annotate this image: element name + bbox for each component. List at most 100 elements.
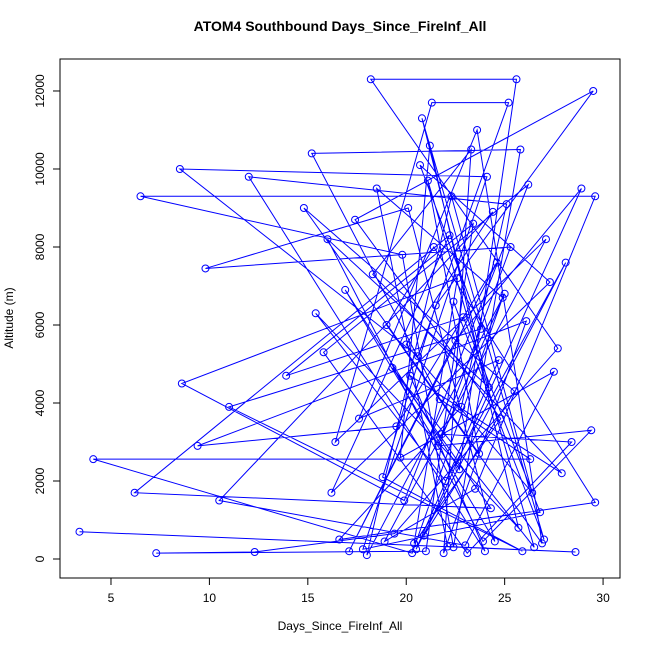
data-point [526, 455, 535, 464]
data-point [416, 161, 425, 170]
data-point [425, 141, 434, 150]
data-point [459, 313, 468, 322]
data-point [504, 98, 513, 107]
data-point [545, 278, 554, 287]
y-axis-label: Altitude (m) [2, 287, 16, 348]
data-point [419, 531, 428, 540]
data-point [457, 402, 466, 411]
y-tick-label: 6000 [33, 311, 47, 338]
data-point [492, 258, 501, 267]
data-point [449, 297, 458, 306]
data-point [366, 75, 375, 84]
data-point [345, 547, 354, 556]
data-point [402, 340, 411, 349]
data-point [396, 453, 405, 462]
data-point [311, 309, 320, 318]
data-point [331, 437, 340, 446]
data-point [561, 258, 570, 267]
data-point [152, 549, 161, 558]
data-point [500, 289, 509, 298]
data-point [461, 541, 470, 550]
data-point [538, 539, 547, 548]
data-point [496, 414, 505, 423]
data-point [441, 477, 450, 486]
data-point [431, 301, 440, 310]
data-point [380, 537, 389, 546]
data-point [516, 145, 525, 154]
data-point [506, 242, 515, 251]
data-point [518, 547, 527, 556]
data-point [392, 422, 401, 431]
chart-title: ATOM4 Southbound Days_Since_FireInf_All [194, 18, 487, 34]
data-point [473, 125, 482, 134]
data-point [323, 235, 332, 244]
data-point [372, 184, 381, 193]
y-tick-label: 2000 [33, 467, 47, 494]
data-point [469, 219, 478, 228]
data-point [475, 449, 484, 458]
data-point [358, 545, 367, 554]
data-point [435, 395, 444, 404]
data-point [589, 86, 598, 95]
data-point [498, 293, 507, 302]
data-point [482, 172, 491, 181]
y-tick-label: 4000 [33, 389, 47, 416]
data-point [382, 320, 391, 329]
data-point [282, 371, 291, 380]
data-point [299, 203, 308, 212]
data-point [250, 547, 259, 556]
data-point [368, 270, 377, 279]
y-tick-label: 8000 [33, 233, 47, 260]
data-point [479, 537, 488, 546]
data-point [453, 274, 462, 283]
y-tick-label: 10000 [33, 152, 47, 186]
x-tick-label: 5 [108, 591, 115, 605]
data-point [421, 547, 430, 556]
data-point [414, 352, 423, 361]
data-point [553, 344, 562, 353]
x-tick-label: 10 [203, 591, 217, 605]
y-tick-label: 12000 [33, 74, 47, 108]
data-point [567, 437, 576, 446]
data-point [477, 324, 486, 333]
data-point [193, 441, 202, 450]
data-point [494, 356, 503, 365]
data-point [587, 426, 596, 435]
data-point [244, 172, 253, 181]
data-point [177, 379, 186, 388]
data-point [390, 529, 399, 538]
data-point [486, 504, 495, 513]
data-point [362, 551, 371, 560]
data-point [540, 535, 549, 544]
data-point [215, 496, 224, 505]
data-point [225, 402, 234, 411]
data-point [536, 508, 545, 517]
x-axis-label: Days_Since_FireInf_All [278, 619, 403, 633]
data-point [528, 488, 537, 497]
data-point [175, 164, 184, 173]
data-point [447, 192, 456, 201]
data-point [463, 549, 472, 558]
data-point [514, 523, 523, 532]
x-tick-label: 25 [498, 591, 512, 605]
series-line [79, 78, 597, 556]
data-point [502, 200, 511, 209]
data-point [388, 363, 397, 372]
data-point [549, 367, 558, 376]
x-tick-label: 15 [301, 591, 315, 605]
data-point [400, 496, 409, 505]
data-point [406, 371, 415, 380]
data-point [439, 549, 448, 558]
data-point [591, 498, 600, 507]
data-point [412, 545, 421, 554]
data-point [437, 430, 446, 439]
data-point [557, 469, 566, 478]
data-point [445, 231, 454, 240]
data-point [455, 465, 464, 474]
data-point [451, 336, 460, 345]
data-point [75, 527, 84, 536]
data-point [541, 235, 550, 244]
data-point [427, 98, 436, 107]
data-point [522, 317, 531, 326]
